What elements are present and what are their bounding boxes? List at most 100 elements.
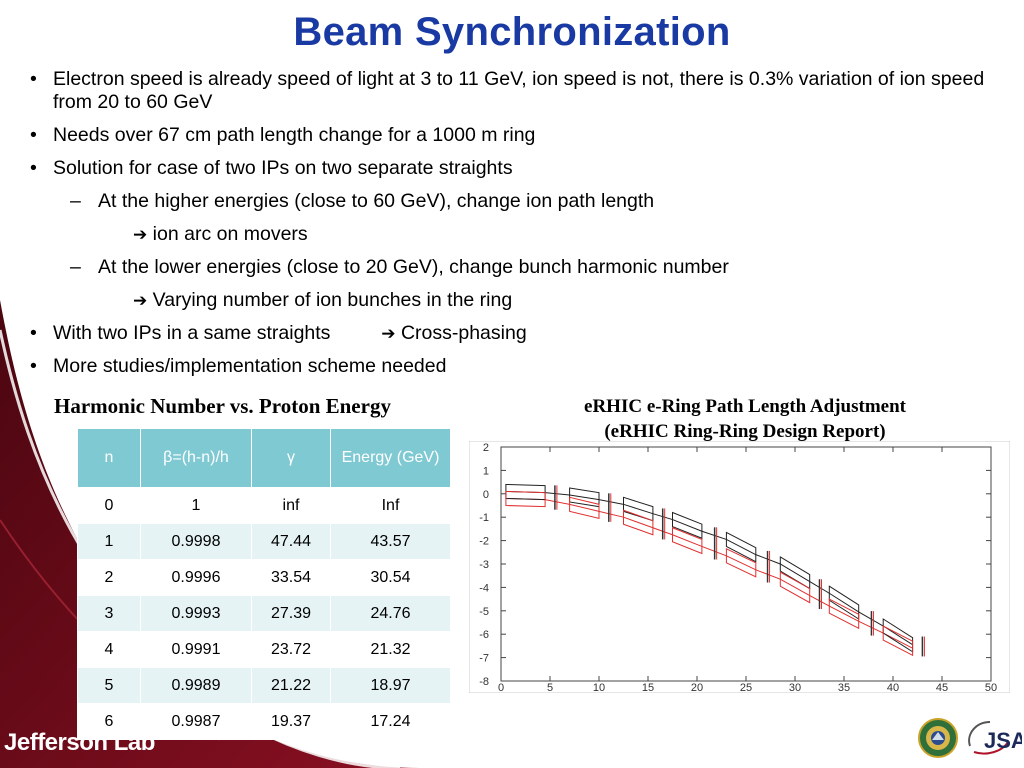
bullet-marker: • (30, 322, 37, 344)
figure-title-line1: eRHIC e-Ring Path Length Adjustment (584, 396, 906, 417)
bullet-text: Solution for case of two IPs on two sepa… (53, 157, 513, 179)
cell-n: 4 (77, 631, 141, 668)
bullet-item: • Needs over 67 cm path length change fo… (28, 124, 988, 147)
harmonic-table: n β=(h-n)/h γ Energy (GeV) 0 1 inf Inf 1… (77, 428, 451, 740)
magnet-box (672, 526, 703, 555)
bullet-item: • Solution for case of two IPs on two se… (28, 157, 988, 180)
cell-energy: Inf (330, 487, 451, 524)
magnet-box (505, 490, 546, 508)
bullet-item: • Electron speed is already speed of lig… (28, 68, 988, 114)
y-tick-label: -5 (479, 606, 489, 618)
header-energy: Energy (GeV) (330, 428, 451, 488)
y-tick-label: -4 (479, 582, 489, 594)
slide-title: Beam Synchronization (293, 10, 731, 54)
magnet-box (672, 511, 703, 539)
cell-energy: 43.57 (330, 523, 451, 560)
x-tick-label: 5 (547, 682, 553, 693)
figure-title-line2: (eRHIC Ring-Ring Design Report) (604, 421, 886, 442)
cell-gamma: inf (251, 487, 331, 524)
magnet-box (569, 496, 600, 520)
arrow-icon: ➔ (133, 291, 148, 310)
x-tick-label: 15 (642, 682, 654, 693)
bullet-marker: • (30, 157, 37, 179)
y-tick-label: -6 (479, 629, 489, 641)
jsa-logo-icon: JSA (968, 721, 1022, 755)
dash-marker: – (70, 190, 81, 212)
cell-gamma: 21.22 (251, 667, 331, 704)
table-row: 6 0.9987 19.37 17.24 (77, 703, 451, 740)
y-tick-label: 1 (483, 465, 489, 477)
bullet-text: Varying number of ion bunches in the rin… (152, 289, 513, 311)
bullet-text: Needs over 67 cm path length change for … (53, 124, 536, 146)
y-tick-label: -2 (479, 536, 489, 548)
y-tick-label: -1 (479, 512, 489, 524)
bullet-item: • More studies/implementation scheme nee… (28, 355, 988, 378)
header-gamma: γ (251, 428, 331, 488)
cell-beta: 0.9996 (140, 559, 252, 596)
y-tick-label: -8 (479, 676, 489, 688)
table-row: 4 0.9991 23.72 21.32 (77, 631, 451, 668)
jefferson-lab-logo: Jefferson Lab (4, 729, 155, 756)
magnet-box (882, 625, 914, 657)
cell-energy: 21.32 (330, 631, 451, 668)
bullet-text: At the lower energies (close to 20 GeV),… (98, 256, 729, 278)
bullet-list: • Electron speed is already speed of lig… (28, 68, 988, 388)
table-title: Harmonic Number vs. Proton Energy (54, 394, 391, 418)
sub-bullet-item: – At the lower energies (close to 20 GeV… (28, 256, 988, 279)
magnet-box (725, 531, 757, 563)
x-tick-label: 35 (838, 682, 850, 693)
doe-seal-icon (918, 718, 958, 758)
cell-beta: 0.9998 (140, 523, 252, 560)
y-tick-label: -3 (479, 559, 489, 571)
cell-gamma: 19.37 (251, 703, 331, 740)
arrow-bullet-item: ➔ ion arc on movers (28, 223, 988, 246)
x-tick-label: 20 (691, 682, 703, 693)
cell-beta: 0.9993 (140, 595, 252, 632)
cell-energy: 24.76 (330, 595, 451, 632)
sub-bullet-item: – At the higher energies (close to 60 Ge… (28, 190, 988, 213)
cell-gamma: 33.54 (251, 559, 331, 596)
header-n: n (77, 428, 141, 488)
y-tick-label: 2 (483, 442, 489, 454)
table-header-row: n β=(h-n)/h γ Energy (GeV) (77, 428, 451, 488)
x-tick-label: 50 (985, 682, 997, 693)
table-row: 3 0.9993 27.39 24.76 (77, 595, 451, 632)
arrow-bullet-item: ➔ Varying number of ion bunches in the r… (28, 289, 988, 312)
table-row: 5 0.9989 21.22 18.97 (77, 667, 451, 704)
cell-energy: 17.24 (330, 703, 451, 740)
arrow-icon: ➔ (381, 324, 396, 343)
cell-n: 6 (77, 703, 141, 740)
bullet-marker: • (30, 68, 37, 90)
magnet-box (725, 547, 757, 578)
x-tick-label: 40 (887, 682, 899, 693)
figure-title: eRHIC e-Ring Path Length Adjustment (eRH… (535, 394, 955, 444)
cell-n: 0 (77, 487, 141, 524)
x-tick-label: 10 (593, 682, 605, 693)
table-row: 0 1 inf Inf (77, 487, 451, 524)
cell-beta: 0.9987 (140, 703, 252, 740)
y-tick-label: 0 (483, 489, 489, 501)
x-tick-label: 30 (789, 682, 801, 693)
cell-gamma: 23.72 (251, 631, 331, 668)
table-row: 2 0.9996 33.54 30.54 (77, 559, 451, 596)
magnet-box (623, 509, 654, 536)
arrow-icon: ➔ (133, 225, 148, 244)
magnet-box (828, 598, 860, 630)
cell-energy: 18.97 (330, 667, 451, 704)
bullet-marker: • (30, 124, 37, 146)
bullet-suffix: Cross-phasing (400, 322, 527, 344)
bullet-marker: • (30, 355, 37, 377)
cell-energy: 30.54 (330, 559, 451, 596)
x-tick-label: 25 (740, 682, 752, 693)
cell-beta: 1 (140, 487, 252, 524)
plot-background (469, 441, 1010, 693)
bullet-text: More studies/implementation scheme neede… (53, 355, 447, 377)
y-tick-label: -7 (479, 653, 489, 665)
cell-gamma: 27.39 (251, 595, 331, 632)
cell-n: 2 (77, 559, 141, 596)
dash-marker: – (70, 256, 81, 278)
cell-n: 1 (77, 523, 141, 560)
bullet-text: With two IPs in a same straights (53, 322, 331, 344)
table-row: 1 0.9998 47.44 43.57 (77, 523, 451, 560)
